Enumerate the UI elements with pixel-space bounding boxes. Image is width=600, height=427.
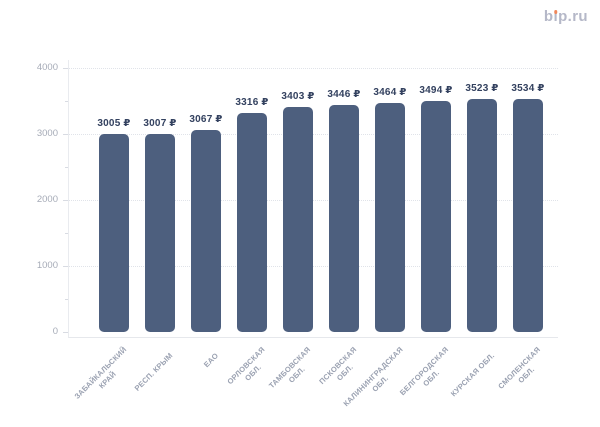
x-axis-label: ЗАБАЙКАЛЬСКИЙ КРАЙ bbox=[72, 345, 129, 401]
y-axis-minor-tick bbox=[65, 299, 68, 300]
y-axis-label: 1000 bbox=[36, 260, 58, 271]
y-axis-label: 4000 bbox=[36, 62, 58, 73]
y-axis-minor-tick bbox=[65, 233, 68, 234]
bar-8[interactable] bbox=[421, 101, 451, 332]
gridline bbox=[69, 266, 558, 267]
bar-6[interactable] bbox=[329, 104, 359, 332]
bar-3[interactable] bbox=[191, 129, 221, 332]
gridline bbox=[69, 134, 558, 135]
bar-2[interactable] bbox=[145, 133, 175, 332]
logo-letter-i: ı bbox=[553, 8, 559, 25]
bar-value-label: 3067 ₽ bbox=[189, 113, 223, 125]
bar-value-label: 3534 ₽ bbox=[511, 82, 545, 94]
y-axis-major-tick bbox=[63, 332, 68, 333]
bar-value-label: 3403 ₽ bbox=[281, 91, 315, 103]
x-axis-label: СМОЛЕНСКАЯ ОБЛ. bbox=[496, 345, 543, 391]
y-axis-minor-tick bbox=[65, 101, 68, 102]
y-axis-label: 2000 bbox=[36, 194, 58, 205]
gridline bbox=[69, 68, 558, 69]
y-axis-minor-tick bbox=[65, 167, 68, 168]
y-axis-major-tick bbox=[63, 68, 68, 69]
x-axis-label: ЕАО bbox=[202, 351, 221, 370]
logo-text-rest: p.ru bbox=[558, 8, 588, 25]
bar-value-label: 3007 ₽ bbox=[143, 117, 177, 129]
plot-area: 3005 ₽ 3007 ₽ 3067 ₽ 3316 ₽ 3403 ₽ 3446 ₽ 3464… bbox=[68, 60, 558, 338]
logo-i-dot bbox=[554, 10, 558, 14]
y-axis-major-tick bbox=[63, 266, 68, 267]
bar-10[interactable] bbox=[513, 98, 543, 332]
bar-1[interactable] bbox=[99, 133, 129, 332]
y-axis-major-tick bbox=[63, 134, 68, 135]
site-logo[interactable]: bı p.ru bbox=[544, 8, 588, 25]
bar-9[interactable] bbox=[467, 99, 497, 332]
bar-value-label: 3316 ₽ bbox=[235, 97, 269, 109]
gridline bbox=[69, 200, 558, 201]
y-axis-label: 3000 bbox=[36, 128, 58, 139]
bar-4[interactable] bbox=[237, 113, 267, 332]
x-axis-label: ОРЛОВСКАЯ ОБЛ. bbox=[225, 345, 267, 387]
x-axis-label: РЕСП. КРЫМ bbox=[132, 351, 175, 393]
logo-text-b: b bbox=[543, 8, 554, 25]
y-axis-label: 0 bbox=[52, 326, 58, 337]
bar-value-label: 3523 ₽ bbox=[465, 83, 499, 95]
y-axis-major-tick bbox=[63, 200, 68, 201]
x-axis-label: ТАМБОВСКАЯ ОБЛ. bbox=[267, 345, 313, 391]
bar-7[interactable] bbox=[375, 103, 405, 332]
bar-value-label: 3446 ₽ bbox=[327, 88, 361, 100]
bar-value-label: 3494 ₽ bbox=[419, 85, 453, 97]
bar-value-label: 3464 ₽ bbox=[373, 87, 407, 99]
bar-value-label: 3005 ₽ bbox=[97, 117, 131, 129]
bar-5[interactable] bbox=[283, 107, 313, 332]
